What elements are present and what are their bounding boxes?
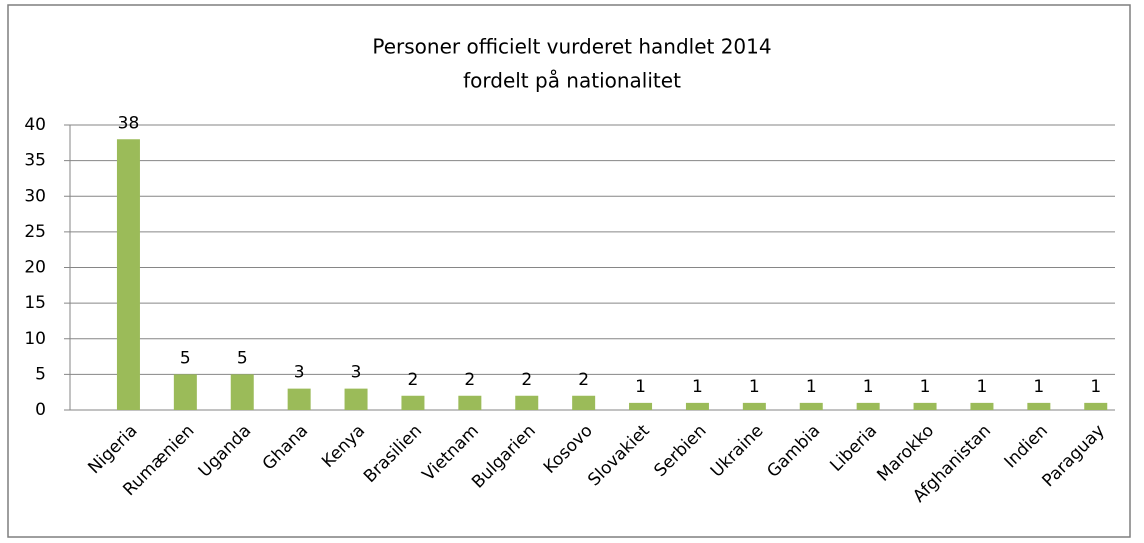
bar xyxy=(913,402,937,410)
bar xyxy=(629,402,653,410)
data-label: 1 xyxy=(1090,377,1101,397)
data-label: 1 xyxy=(1033,377,1044,397)
data-label: 38 xyxy=(118,113,140,133)
data-label: 1 xyxy=(863,377,874,397)
bar xyxy=(287,388,311,410)
bar xyxy=(515,395,539,410)
bar xyxy=(230,374,254,410)
bar xyxy=(856,402,880,410)
y-tick-label: 40 xyxy=(24,115,46,135)
data-label: 1 xyxy=(806,377,817,397)
bar xyxy=(1027,402,1051,410)
bar xyxy=(344,388,368,410)
bar xyxy=(799,402,823,410)
bar xyxy=(742,402,766,410)
chart-subtitle: fordelt på nationalitet xyxy=(463,69,681,93)
y-tick-label: 35 xyxy=(24,151,46,171)
data-label: 1 xyxy=(749,377,760,397)
bar xyxy=(1084,402,1108,410)
data-label: 2 xyxy=(464,370,475,390)
data-label: 5 xyxy=(180,348,191,368)
bar xyxy=(970,402,994,410)
y-tick-label: 25 xyxy=(24,222,46,242)
data-label: 2 xyxy=(578,370,589,390)
chart-title: Personer officielt vurderet handlet 2014 xyxy=(372,35,771,59)
data-label: 1 xyxy=(977,377,988,397)
bar xyxy=(685,402,709,410)
y-tick-label: 0 xyxy=(35,400,46,420)
y-tick-label: 10 xyxy=(24,329,46,349)
chart-frame xyxy=(7,4,1131,538)
data-label: 2 xyxy=(408,370,419,390)
bar xyxy=(572,395,596,410)
y-tick-label: 30 xyxy=(24,186,46,206)
y-tick-label: 15 xyxy=(24,293,46,313)
data-label: 3 xyxy=(351,363,362,383)
data-label: 1 xyxy=(635,377,646,397)
data-label: 2 xyxy=(521,370,532,390)
y-tick-label: 20 xyxy=(24,258,46,278)
data-label: 5 xyxy=(237,348,248,368)
data-label: 3 xyxy=(294,363,305,383)
bar xyxy=(116,139,140,410)
y-tick-label: 5 xyxy=(35,364,46,384)
bar xyxy=(401,395,425,410)
data-label: 1 xyxy=(692,377,703,397)
bar xyxy=(458,395,482,410)
data-label: 1 xyxy=(920,377,931,397)
bar xyxy=(173,374,197,410)
